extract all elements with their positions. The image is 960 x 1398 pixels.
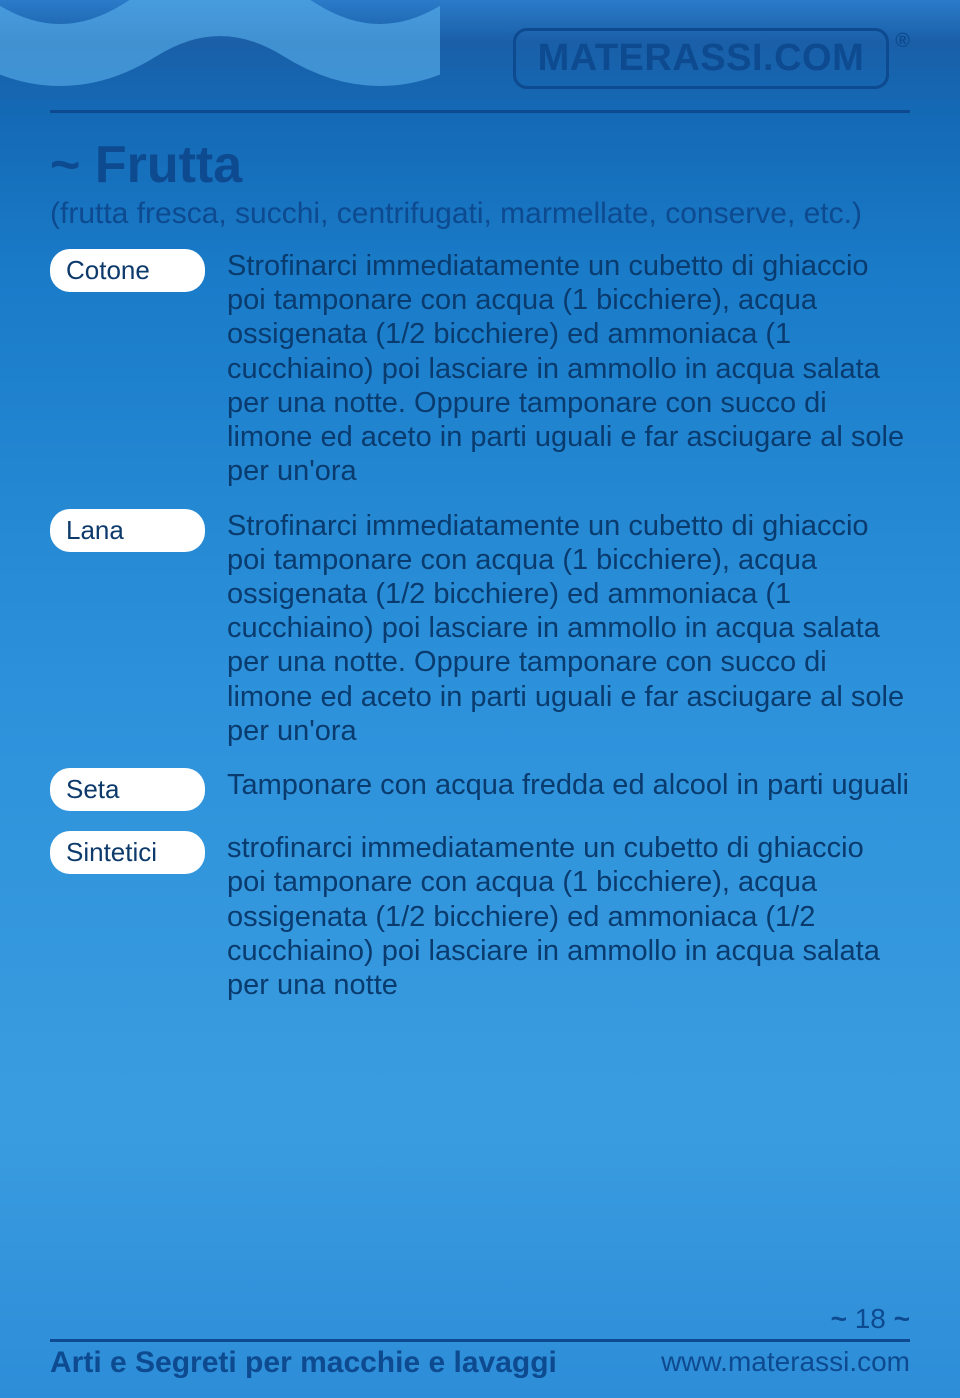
logo-text: MATERASSI.COM — [538, 37, 865, 79]
footer-divider — [50, 1339, 910, 1342]
fabric-instructions: Strofinarci immediatamente un cubetto di… — [227, 249, 910, 489]
fabric-instructions: strofinarci immediatamente un cubetto di… — [227, 831, 910, 1002]
section-cotone: Cotone Strofinarci immediatamente un cub… — [50, 249, 910, 489]
wave-decoration-icon — [0, 0, 440, 140]
page-number: ~ 18 ~ — [0, 1303, 960, 1335]
fabric-instructions: Strofinarci immediatamente un cubetto di… — [227, 509, 910, 749]
section-sintetici: Sintetici strofinarci immediatamente un … — [50, 831, 910, 1002]
registered-mark: ® — [895, 30, 910, 53]
page-title: ~ Frutta — [50, 135, 910, 195]
section-seta: Seta Tamponare con acqua fredda ed alcoo… — [50, 768, 910, 811]
section-lana: Lana Strofinarci immediatamente un cubet… — [50, 509, 910, 749]
fabric-pill: Lana — [50, 509, 205, 552]
footer-title: Arti e Segreti per macchie e lavaggi — [50, 1346, 557, 1380]
fabric-pill: Sintetici — [50, 831, 205, 874]
fabric-instructions: Tamponare con acqua fredda ed alcool in … — [227, 768, 909, 802]
fabric-pill: Seta — [50, 768, 205, 811]
page-subtitle: (frutta fresca, succhi, centrifugati, ma… — [50, 197, 910, 231]
header-logo: MATERASSI.COM ® — [513, 28, 910, 89]
fabric-pill: Cotone — [50, 249, 205, 292]
header-divider — [50, 110, 910, 113]
footer: ~ 18 ~ Arti e Segreti per macchie e lava… — [0, 1303, 960, 1398]
footer-bar: Arti e Segreti per macchie e lavaggi www… — [0, 1346, 960, 1398]
logo-box: MATERASSI.COM — [513, 28, 890, 89]
page-number-value: 18 — [855, 1303, 886, 1334]
footer-url: www.materassi.com — [661, 1346, 910, 1380]
main-content: ~ Frutta (frutta fresca, succhi, centrif… — [50, 135, 910, 1022]
